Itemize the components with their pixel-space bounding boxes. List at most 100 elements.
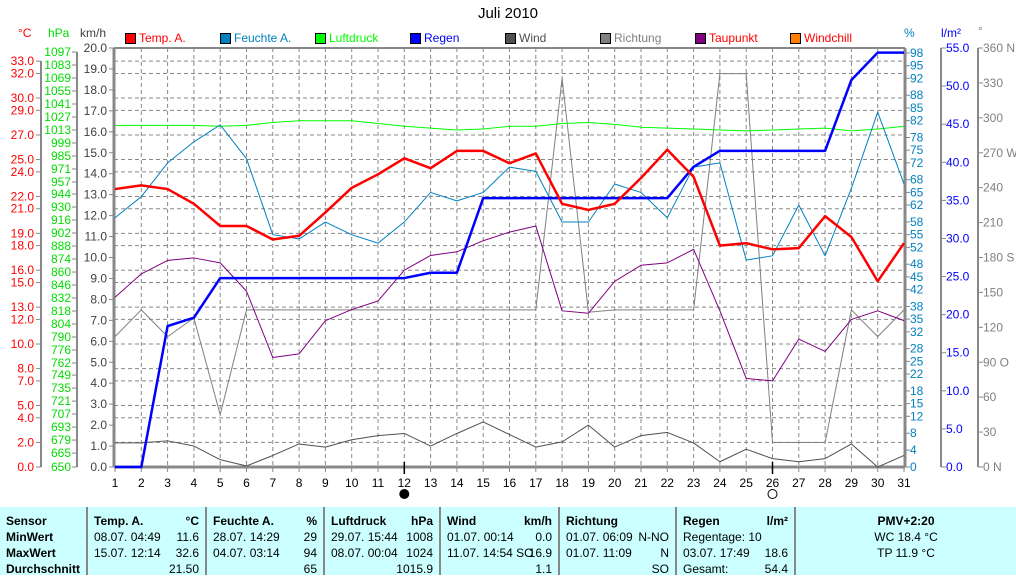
temp-tick-label: 25.0 [11,153,35,167]
pressure-tick-label: 693 [51,420,71,434]
wind-tick-label: 5.0 [90,355,107,369]
pressure-tick-label: 679 [51,433,71,447]
direction-tick-label: 300 [983,111,1003,125]
rain-tick-label: 30.0 [946,231,970,245]
cell-time: 15.07. 12:14 [94,546,161,560]
pressure-tick-label: 804 [51,317,71,331]
cell-value: 94 [303,546,317,560]
pressure-tick-label: 650 [51,460,71,474]
x-tick-label: 13 [424,476,438,490]
pressure-tick-label: 1069 [44,71,71,85]
wind-tick-label: 10.0 [84,251,108,265]
table-row: 03.07. 17:49 18.6 [677,545,794,561]
cell-value: 0.0 [535,530,552,544]
pressure-tick-label: 721 [51,394,71,408]
x-tick-label: 3 [164,476,171,490]
humidity-tick-label: 0 [910,460,917,474]
x-tick-label: 23 [687,476,701,490]
rain-tick-label: 25.0 [946,270,970,284]
pressure-tick-label: 1013 [44,123,71,137]
humidity-tick-label: 45 [910,270,924,284]
summary-column: PMV+2:20 WC 18.4 °C TP 11.9 °C [796,507,1016,575]
temp-tick-label: 18.0 [11,239,35,253]
wind-tick-label: 8.0 [90,292,107,306]
rain-tick-label: 50.0 [946,79,970,93]
temp-tick-label: 5.0 [17,399,34,413]
cell-time: 08.07. 04:49 [94,530,161,544]
luftdruck-line [115,120,905,132]
rain-tick-label: 35.0 [946,193,970,207]
cell-value: 1008 [406,530,433,544]
x-tick-label: 27 [792,476,806,490]
wind-tick-label: 13.0 [84,188,108,202]
new-moon-icon [399,489,410,499]
direction-tick-label: 270 W [983,146,1016,160]
humidity-tick-label: 4 [910,443,917,457]
legend-swatch [125,32,136,44]
row-label: MinWert [6,530,54,544]
pressure-tick-label: 874 [51,252,71,266]
humidity-axis-unit: % [904,26,915,40]
row-label: MaxWert [6,546,56,560]
pressure-tick-label: 707 [51,407,71,421]
humidity-tick-label: 38 [910,299,924,313]
pressure-tick-label: 916 [51,213,71,227]
humidity-tick-label: 28 [910,342,924,356]
column-header: Luftdruck [331,514,387,528]
column-header: Feuchte A. [213,514,274,528]
humidity-tick-label: 8 [910,426,917,440]
wind-tick-label: 3.0 [90,397,107,411]
cell-value: 1.1 [535,562,552,576]
cell-value: 1015.9 [396,562,433,576]
cell-time: 04.07. 03:14 [213,546,280,560]
cell-time: Regentage: 10 [683,530,762,544]
x-tick-label: 6 [243,476,250,490]
wind-tick-label: 2.0 [90,418,107,432]
humidity-tick-label: 68 [910,173,924,187]
cell-time: 08.07. 00:04 [331,546,398,560]
cell-value: 18.6 [764,546,788,560]
cell-value: 11.6 [176,530,199,544]
cell-time: 29.07. 15:44 [331,530,398,544]
cell-time: 01.07. 06:09 [566,530,633,544]
cell-value: 54.4 [764,562,788,576]
table-row: 1.1 [441,561,558,577]
column-unit: % [306,514,317,528]
table-column: Regen l/m² Regentage: 10 03.07. 17:49 18.6 Ge… [677,507,796,576]
windchill-value: WC 18.4 °C [874,530,938,544]
column-header: Regen [683,514,720,528]
table-column: Wind km/h 01.07. 00:14 0.0 11.07. 14:54 SO 16… [441,507,560,577]
pressure-tick-label: 818 [51,304,71,318]
wind-tick-label: 1.0 [90,439,107,453]
humidity-tick-label: 88 [910,88,924,102]
cell-value: 32.6 [175,546,199,560]
x-tick-label: 17 [529,476,543,490]
humidity-tick-label: 22 [910,367,924,381]
temp-tick-label: 10.0 [11,337,35,351]
x-tick-label: 19 [582,476,596,490]
humidity-tick-label: 58 [910,215,924,229]
pressure-tick-label: 749 [51,368,71,382]
humidity-tick-label: 72 [910,156,924,170]
pressure-tick-label: 944 [51,187,71,201]
cell-time: 03.07. 17:49 [683,546,750,560]
rain-tick-label: 20.0 [946,308,970,322]
column-unit: hPa [410,514,433,528]
humidity-tick-label: 12 [910,409,924,423]
cell-value: 16.9 [528,546,552,560]
x-tick-label: 7 [269,476,276,490]
rain-tick-label: 0.0 [946,460,963,474]
x-tick-label: 31 [897,476,911,490]
legend-label: Taupunkt [709,31,758,45]
pressure-tick-label: 860 [51,265,71,279]
x-tick-label: 11 [372,476,385,490]
dewpoint-value: TP 11.9 °C [877,546,935,560]
legend-swatch [315,32,326,44]
wind-axis-unit: km/h [80,26,107,40]
temp-tick-label: 29.0 [11,103,35,117]
column-header: Temp. A. [94,514,144,528]
table-row: 28.07. 14:29 29 [207,529,323,545]
x-tick-label: 9 [322,476,329,490]
feuchte-a-line [114,111,905,261]
humidity-tick-label: 52 [910,240,924,254]
